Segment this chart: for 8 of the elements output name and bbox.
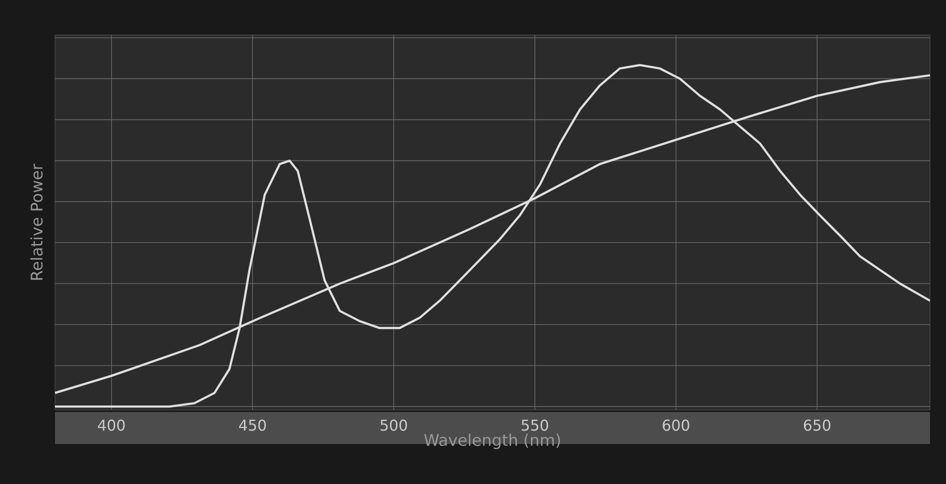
x-tick-label: 550	[522, 420, 548, 431]
y-axis-title: Relative Power	[30, 164, 43, 280]
x-tick-label: 450	[239, 420, 266, 431]
x-tick-label: 650	[804, 420, 830, 431]
x-tick-label: 400	[98, 420, 125, 431]
x-tick-label: 600	[662, 420, 690, 431]
x-axis-title: Wavelength (nm)	[424, 434, 560, 450]
x-tick-label: 500	[380, 420, 407, 431]
